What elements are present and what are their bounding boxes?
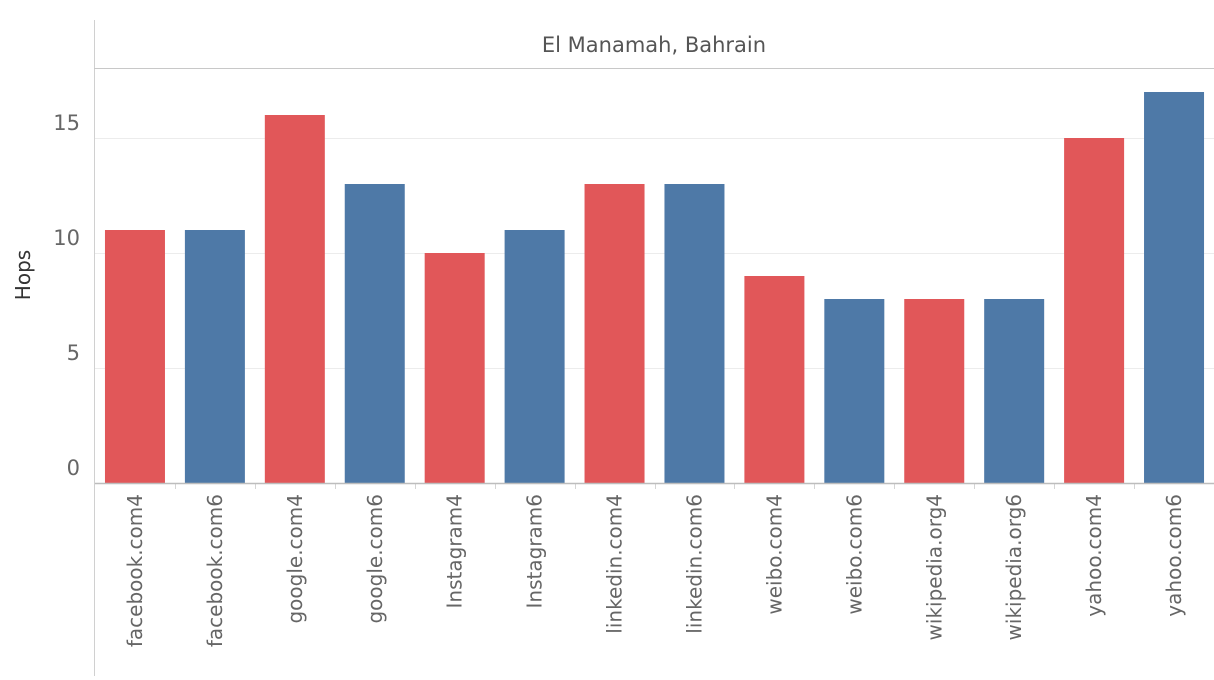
bar [744,276,805,483]
bar [584,184,645,483]
bar [344,184,405,483]
bar [904,299,965,483]
x-axis [95,482,1214,489]
y-tick-label: 5 [67,341,80,365]
bar [1144,92,1205,483]
x-tick-label: facebook.com4 [123,494,147,647]
x-tick-label: facebook.com6 [203,494,227,647]
bar [984,299,1045,483]
bar [424,253,485,483]
x-tick-label: weibo.com6 [842,494,866,615]
gridlines [95,138,1214,369]
x-tick-label: wikipedia.org6 [1002,494,1026,640]
y-tick-label: 0 [67,456,80,480]
x-tick-label: Instagram4 [443,494,467,608]
x-tick-label: yahoo.com4 [1082,494,1106,617]
bar [504,230,565,483]
bar [264,115,325,483]
x-tick-label: wikipedia.org4 [922,494,946,640]
x-axis-labels: facebook.com4 facebook.com6 google.com4 goo… [123,494,1186,647]
y-tick-label: 10 [53,226,80,250]
bar [104,230,165,483]
bar [824,299,885,483]
bar [1064,138,1125,483]
y-axis-ticks: 0 5 10 15 [53,111,80,480]
x-tick-label: google.com4 [283,494,307,624]
x-tick-label: linkedin.com6 [682,494,706,634]
bars [104,92,1205,483]
bar [664,184,725,483]
x-tick-label: Instagram6 [523,494,547,608]
x-tick-label: yahoo.com6 [1162,494,1186,617]
bar [184,230,245,483]
x-tick-label: weibo.com4 [762,494,786,615]
chart-title: El Manamah, Bahrain [542,33,766,57]
y-axis-title: Hops [11,250,35,300]
y-tick-label: 15 [53,111,80,135]
x-tick-label: linkedin.com4 [603,494,627,634]
x-tick-label: google.com6 [363,494,387,624]
